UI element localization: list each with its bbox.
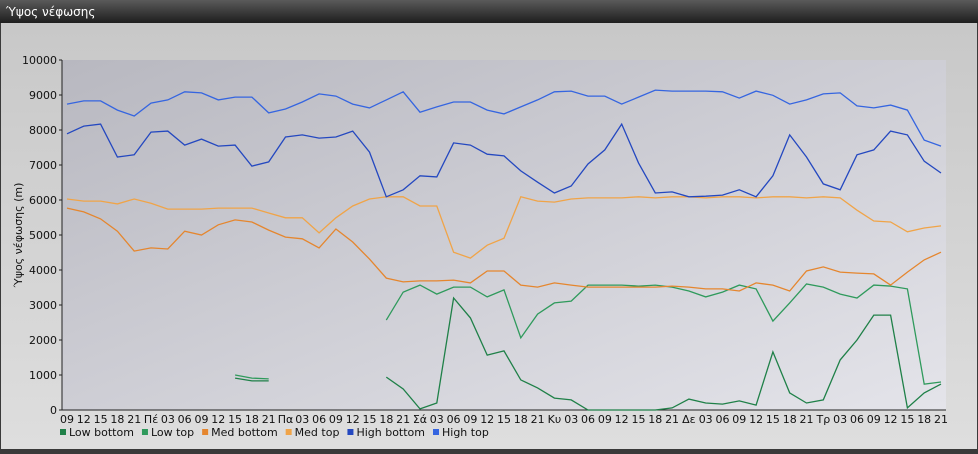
x-tick-label: 03 [430,413,444,426]
x-tick-label: 06 [178,413,192,426]
y-tick-label: 9000 [29,89,57,102]
series-line [66,122,942,198]
x-tick-label: 18 [245,413,259,426]
x-tick-label: 18 [514,413,528,426]
x-tick-label: 18 [379,413,393,426]
y-tick-label: 5000 [29,229,57,242]
y-tick-label: 0 [50,404,57,417]
x-tick-label: 09 [732,413,746,426]
x-tick-label: 06 [850,413,864,426]
title-bar [0,0,978,23]
legend-label: High bottom [356,426,425,439]
x-tick-label: 09 [194,413,208,426]
x-tick-label: 06 [312,413,326,426]
series-line [66,196,942,259]
legend-swatch [202,429,209,435]
x-tick-label: 18 [783,413,797,426]
legend-swatch [433,429,439,435]
x-tick-label: 21 [127,413,141,426]
x-tick-label: 12 [480,413,494,426]
series-line [66,89,942,147]
x-tick-label: 03 [161,413,175,426]
x-tick-label: Πέ [144,413,158,426]
x-tick-label: 06 [447,413,461,426]
x-tick-label: 09 [463,413,477,426]
x-tick-label: 03 [295,413,309,426]
legend-label: Low top [151,426,194,439]
window-title: Ύψος νέφωσης [5,5,95,19]
x-tick-label: 18 [917,413,931,426]
x-tick-label: Πα [278,413,294,426]
y-tick-label: 8000 [29,124,57,137]
x-tick-label: 03 [699,413,713,426]
y-tick-label: 10000 [22,54,57,67]
x-tick-label: 12 [77,413,91,426]
x-tick-label: 15 [900,413,914,426]
x-tick-label: 15 [631,413,645,426]
x-tick-label: Σά [413,413,427,426]
legend-swatch [347,429,354,435]
y-axis-title: Ύψος νέφωσης (m) [12,183,25,289]
legend-label: Med top [295,426,340,439]
x-tick-label: 12 [749,413,763,426]
plot-area [62,60,946,410]
y-tick-label: 1000 [29,369,57,382]
x-tick-label: 03 [564,413,578,426]
x-tick-label: 12 [615,413,629,426]
series-line [66,207,942,292]
x-tick-label: Τρ [815,413,830,426]
x-tick-label: 21 [934,413,948,426]
x-tick-label: Κυ [548,413,562,426]
legend-swatch [141,429,148,435]
x-tick-label: 15 [94,413,108,426]
x-tick-label: 21 [531,413,545,426]
x-tick-label: 12 [211,413,225,426]
x-tick-label: Δε [682,413,696,426]
x-tick-label: 06 [581,413,595,426]
y-tick-label: 7000 [29,159,57,172]
legend-label: High top [442,426,489,439]
x-tick-label: 15 [766,413,780,426]
y-tick-label: 2000 [29,334,57,347]
x-tick-label: 21 [396,413,410,426]
y-tick-label: 6000 [29,194,57,207]
x-tick-label: 09 [598,413,612,426]
x-tick-label: 18 [648,413,662,426]
x-tick-label: 21 [262,413,276,426]
x-tick-label: 09 [60,413,74,426]
y-tick-label: 4000 [29,264,57,277]
legend-label: Med bottom [211,426,278,439]
x-tick-label: 15 [497,413,511,426]
legend-swatch [60,429,66,435]
x-tick-label: 18 [110,413,124,426]
x-tick-label: 15 [228,413,242,426]
x-tick-label: 12 [346,413,360,426]
x-tick-label: 09 [329,413,343,426]
y-tick-label: 3000 [29,299,57,312]
x-tick-label: 03 [833,413,847,426]
x-tick-label: 21 [800,413,814,426]
x-tick-label: 09 [867,413,881,426]
x-tick-label: 12 [884,413,898,426]
series-line [234,296,942,411]
x-tick-label: 15 [363,413,377,426]
legend-label: Low bottom [69,426,134,439]
legend-swatch [285,429,292,435]
x-tick-label: 21 [665,413,679,426]
x-tick-label: 06 [716,413,730,426]
